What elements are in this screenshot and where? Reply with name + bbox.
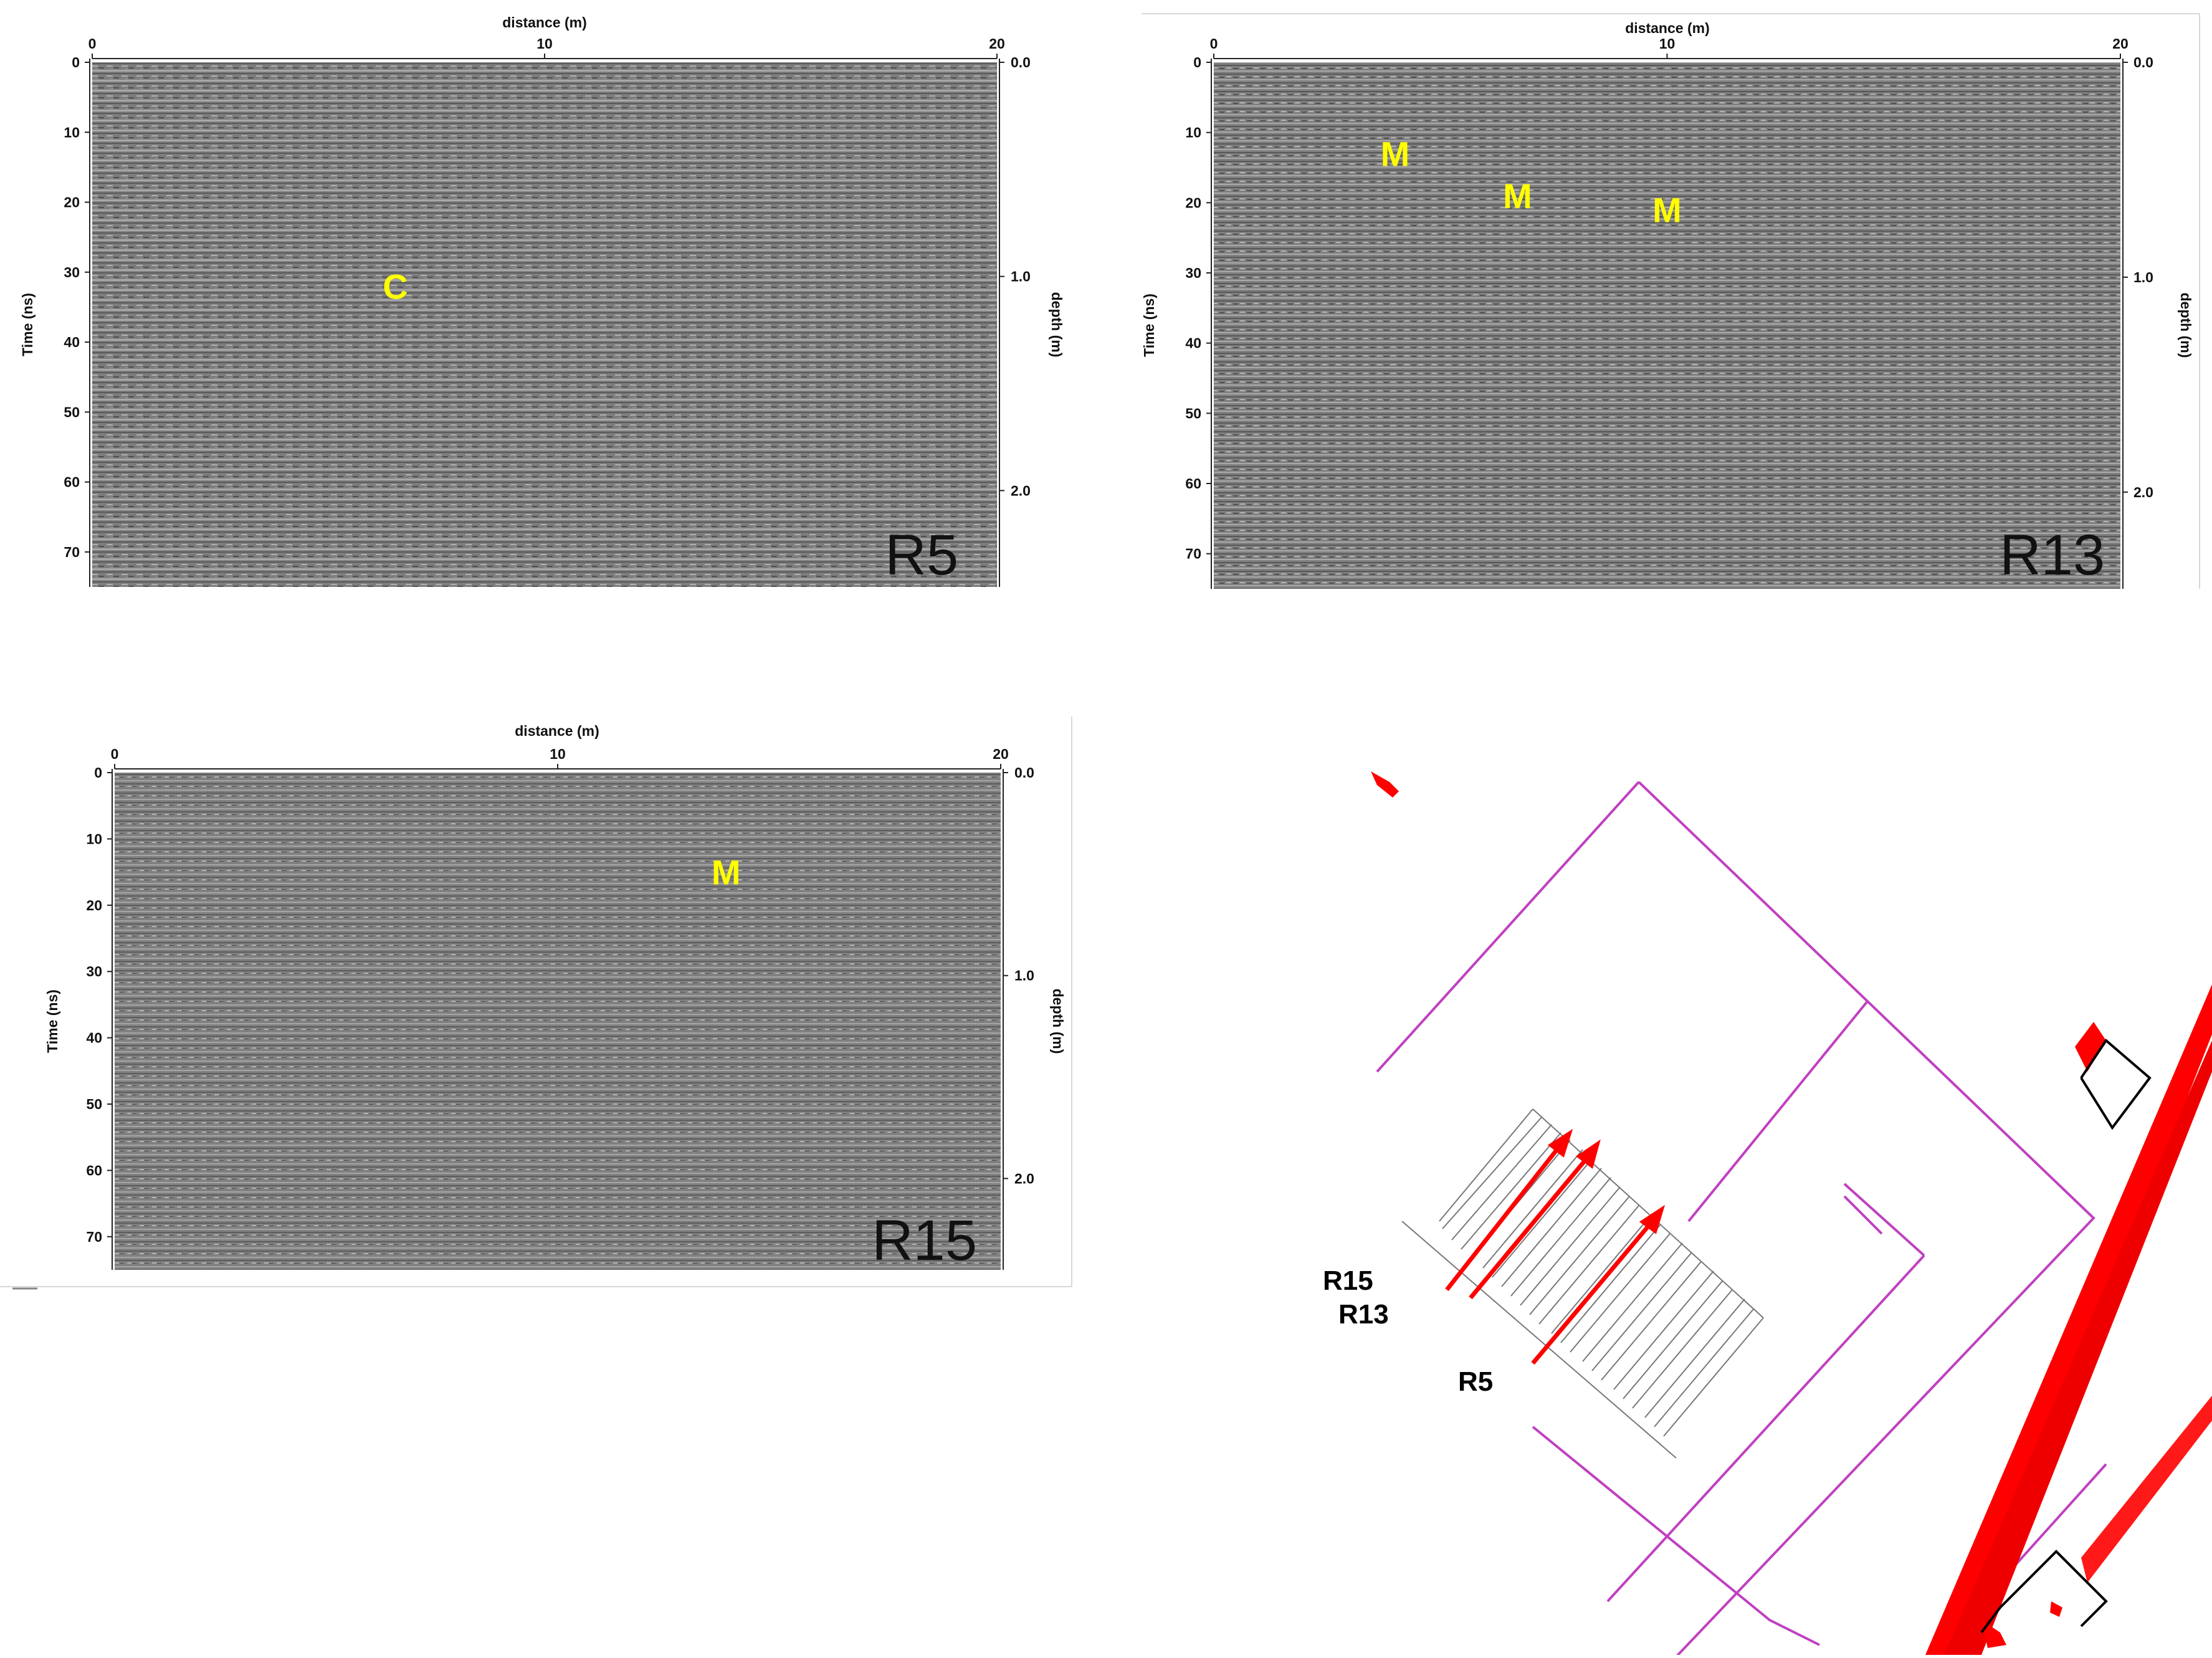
x-tick-label: 0 bbox=[1210, 36, 1218, 52]
black-outlines bbox=[1980, 1039, 2152, 1634]
y-tick-label: 50 bbox=[64, 404, 80, 420]
y-tick-label: 70 bbox=[1185, 546, 1201, 562]
x-tick-label: 0 bbox=[111, 746, 119, 762]
profile-name: R15 bbox=[872, 1209, 977, 1272]
y-axis-title: Time (ns) bbox=[1141, 293, 1157, 357]
profile-name: R13 bbox=[2000, 523, 2105, 587]
y-tick-label: 0 bbox=[94, 765, 102, 781]
y-tick-label: 40 bbox=[1185, 335, 1201, 351]
y-tick-label: 70 bbox=[64, 544, 80, 560]
anomaly-marker: M bbox=[712, 853, 741, 892]
x-tick-label: 0 bbox=[88, 36, 97, 52]
anomaly-marker: M bbox=[1503, 176, 1532, 216]
anomaly-marker: M bbox=[1652, 191, 1682, 230]
map-label-r13: R13 bbox=[1338, 1299, 1389, 1330]
radargram-panel-r15: distance (m) Time (ns) depth (m) 0 10 20 0 1… bbox=[0, 704, 1097, 1302]
profile-name: R5 bbox=[885, 523, 958, 587]
y-tick-label: 0 bbox=[1193, 54, 1201, 70]
x-axis-title: distance (m) bbox=[502, 14, 586, 31]
y-tick-label: 70 bbox=[86, 1229, 102, 1245]
y-axis-title: Time (ns) bbox=[44, 989, 60, 1053]
y-tick-label: 20 bbox=[64, 194, 80, 211]
y-tick-label: 30 bbox=[86, 963, 102, 979]
building-outline bbox=[1376, 781, 2107, 1658]
depth-tick-label: 2.0 bbox=[1014, 1170, 1034, 1186]
y-axis-title: Time (ns) bbox=[19, 293, 36, 356]
depth-tick-label: 0.0 bbox=[2133, 54, 2153, 70]
radargram-panel-r5: distance (m) Time (ns) depth (m) 0 10 20 0 1… bbox=[0, 0, 1090, 598]
radargram-r13-markers: M M M bbox=[1381, 134, 1682, 229]
radargram-r13-svg: distance (m) Time (ns) depth (m) 0 10 20 0 1… bbox=[1141, 13, 2200, 589]
depth-tick-label: 1.0 bbox=[2133, 269, 2153, 285]
radargram-r15-ticks: 0 10 20 0 10 20 30 40 50 60 70 0.0 1.0 2.0 bbox=[86, 746, 1034, 1270]
radargram-r13-ticks: 0 10 20 0 10 20 30 40 50 60 70 0.0 1.0 2.0 bbox=[1185, 36, 2153, 589]
radargram-r13-image bbox=[1214, 62, 2120, 589]
y-tick-label: 20 bbox=[1185, 194, 1201, 211]
y-tick-label: 20 bbox=[86, 897, 102, 913]
y-tick-label: 60 bbox=[64, 474, 80, 490]
radargram-r5-ticks: 0 10 20 0 10 20 30 40 50 60 70 0.0 1.0 2.0 bbox=[64, 36, 1031, 587]
x-tick-label: 10 bbox=[1659, 36, 1676, 52]
radargram-r5-svg: distance (m) Time (ns) depth (m) 0 10 20 0 1… bbox=[19, 14, 1065, 587]
depth-tick-label: 1.0 bbox=[1011, 269, 1031, 285]
y-tick-label: 40 bbox=[86, 1030, 102, 1046]
x-axis-title: distance (m) bbox=[1625, 20, 1709, 36]
y-tick-label: 30 bbox=[1185, 265, 1201, 281]
y-tick-label: 60 bbox=[86, 1162, 102, 1178]
x-axis-title: distance (m) bbox=[515, 723, 599, 739]
radargram-r15-markers: M bbox=[712, 853, 741, 892]
depth-tick-label: 0.0 bbox=[1011, 54, 1031, 70]
map-label-r15: R15 bbox=[1323, 1265, 1373, 1296]
radargram-r5-image bbox=[92, 62, 997, 587]
y-tick-label: 40 bbox=[64, 334, 80, 350]
y-tick-label: 60 bbox=[1185, 475, 1201, 492]
arrow-r13 bbox=[1469, 1154, 1591, 1300]
x-tick-label: 20 bbox=[2112, 36, 2129, 52]
y-tick-label: 50 bbox=[86, 1096, 102, 1112]
depth-tick-label: 0.0 bbox=[1014, 765, 1034, 781]
anomaly-marker: M bbox=[1381, 134, 1410, 173]
x-tick-label: 10 bbox=[550, 746, 566, 762]
site-map-panel: R15 R13 R5 bbox=[1284, 748, 2212, 1658]
radargram-r5-markers: C bbox=[383, 267, 408, 306]
anomaly-marker: C bbox=[383, 267, 408, 306]
y-tick-label: 10 bbox=[64, 124, 80, 140]
perimeter-wall bbox=[1371, 771, 2212, 1655]
y-tick-label: 10 bbox=[86, 831, 102, 847]
radargram-r15-svg: distance (m) Time (ns) depth (m) 0 10 20 0 1… bbox=[0, 717, 1072, 1290]
y-tick-label: 30 bbox=[64, 264, 80, 280]
x-tick-label: 20 bbox=[993, 746, 1009, 762]
x-tick-label: 20 bbox=[989, 36, 1005, 52]
profile-arrows bbox=[1445, 1128, 1666, 1365]
radargram-panel-r13: distance (m) Time (ns) depth (m) 0 10 20 0 1… bbox=[1115, 0, 2212, 598]
x-tick-label: 10 bbox=[536, 36, 553, 52]
depth-axis-title: depth (m) bbox=[1050, 989, 1066, 1054]
site-map-svg: R15 R13 R5 bbox=[1323, 771, 2212, 1658]
depth-tick-label: 1.0 bbox=[1014, 968, 1034, 984]
arrow-r15 bbox=[1445, 1143, 1563, 1292]
radargram-r15-image bbox=[115, 773, 1001, 1270]
y-tick-label: 50 bbox=[1185, 405, 1201, 421]
y-tick-label: 10 bbox=[1185, 125, 1201, 141]
depth-axis-title: depth (m) bbox=[2178, 293, 2194, 358]
depth-axis-title: depth (m) bbox=[1049, 292, 1065, 358]
depth-tick-label: 2.0 bbox=[1011, 482, 1031, 498]
arrow-r5 bbox=[1531, 1219, 1654, 1365]
depth-tick-label: 2.0 bbox=[2133, 484, 2153, 500]
map-label-r5: R5 bbox=[1458, 1366, 1493, 1397]
y-tick-label: 0 bbox=[72, 54, 80, 70]
